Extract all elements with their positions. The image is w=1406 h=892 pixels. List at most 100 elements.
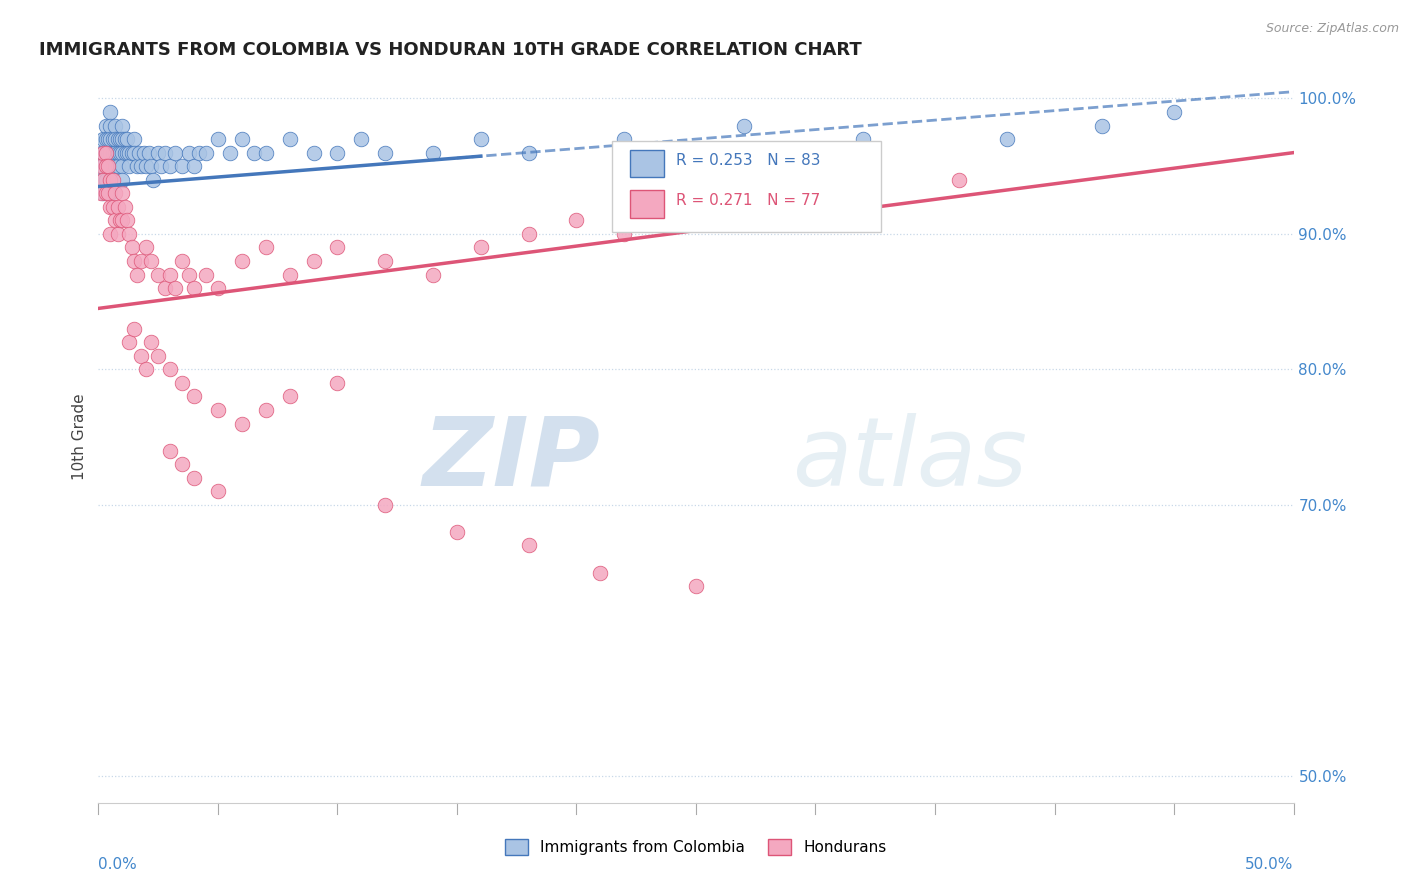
- Point: [91, 186, 114, 201]
- Point: [135, 362, 157, 376]
- Point: [97, 159, 120, 173]
- Point: [163, 281, 186, 295]
- Point: [111, 145, 134, 160]
- Point: [97, 159, 120, 173]
- Point: [183, 471, 205, 485]
- Point: [733, 119, 755, 133]
- Point: [98, 132, 122, 146]
- Point: [121, 145, 143, 160]
- Text: 0.0%: 0.0%: [98, 857, 138, 872]
- Point: [90, 159, 112, 173]
- Point: [98, 105, 122, 120]
- FancyBboxPatch shape: [630, 190, 664, 218]
- Point: [163, 145, 186, 160]
- Point: [97, 186, 120, 201]
- Point: [139, 254, 162, 268]
- Point: [183, 389, 205, 403]
- Point: [139, 335, 162, 350]
- Point: [91, 145, 114, 160]
- Point: [98, 159, 122, 173]
- Point: [114, 145, 136, 160]
- Point: [159, 268, 181, 282]
- Point: [195, 145, 218, 160]
- Point: [94, 172, 117, 186]
- Point: [118, 227, 141, 241]
- Point: [90, 145, 112, 160]
- Point: [111, 159, 134, 173]
- Point: [326, 376, 349, 390]
- Point: [97, 132, 120, 146]
- FancyBboxPatch shape: [630, 150, 664, 178]
- Point: [91, 132, 114, 146]
- Point: [125, 159, 148, 173]
- Point: [139, 159, 162, 173]
- Point: [104, 213, 127, 227]
- Point: [187, 145, 209, 160]
- Point: [114, 200, 136, 214]
- Point: [422, 268, 444, 282]
- Point: [135, 240, 157, 254]
- Point: [172, 254, 194, 268]
- Point: [124, 322, 146, 336]
- Point: [278, 132, 301, 146]
- Point: [90, 172, 112, 186]
- Point: [374, 145, 396, 160]
- Point: [111, 132, 134, 146]
- Point: [159, 362, 181, 376]
- Legend: Immigrants from Colombia, Hondurans: Immigrants from Colombia, Hondurans: [499, 833, 893, 861]
- Point: [756, 200, 779, 214]
- Point: [115, 132, 138, 146]
- Point: [104, 159, 127, 173]
- Point: [254, 403, 277, 417]
- Point: [517, 145, 540, 160]
- Point: [350, 132, 373, 146]
- Point: [148, 145, 170, 160]
- Point: [94, 145, 117, 160]
- Point: [94, 119, 117, 133]
- Point: [172, 159, 194, 173]
- Point: [207, 484, 229, 499]
- Point: [302, 254, 325, 268]
- Point: [470, 240, 492, 254]
- Point: [94, 145, 117, 160]
- Point: [231, 254, 253, 268]
- Point: [107, 200, 129, 214]
- Point: [101, 145, 124, 160]
- Point: [374, 254, 396, 268]
- Point: [565, 213, 588, 227]
- Point: [685, 213, 707, 227]
- Point: [98, 119, 122, 133]
- Point: [207, 403, 229, 417]
- Point: [135, 159, 157, 173]
- Point: [128, 145, 150, 160]
- Point: [172, 376, 194, 390]
- Point: [159, 159, 181, 173]
- Point: [101, 200, 124, 214]
- Point: [118, 159, 141, 173]
- FancyBboxPatch shape: [613, 141, 882, 232]
- Point: [124, 254, 146, 268]
- Point: [90, 186, 112, 201]
- Point: [278, 389, 301, 403]
- Point: [108, 132, 131, 146]
- Point: [207, 281, 229, 295]
- Point: [111, 172, 134, 186]
- Point: [231, 132, 253, 146]
- Point: [422, 145, 444, 160]
- Point: [613, 227, 636, 241]
- Point: [326, 145, 349, 160]
- Text: 50.0%: 50.0%: [1246, 857, 1294, 872]
- Point: [98, 200, 122, 214]
- Point: [131, 254, 153, 268]
- Point: [104, 119, 127, 133]
- Point: [231, 417, 253, 431]
- Point: [172, 457, 194, 471]
- Point: [179, 145, 201, 160]
- Point: [115, 145, 138, 160]
- Point: [446, 524, 468, 539]
- Point: [94, 159, 117, 173]
- Point: [142, 172, 165, 186]
- Point: [107, 132, 129, 146]
- Point: [114, 132, 136, 146]
- Point: [374, 498, 396, 512]
